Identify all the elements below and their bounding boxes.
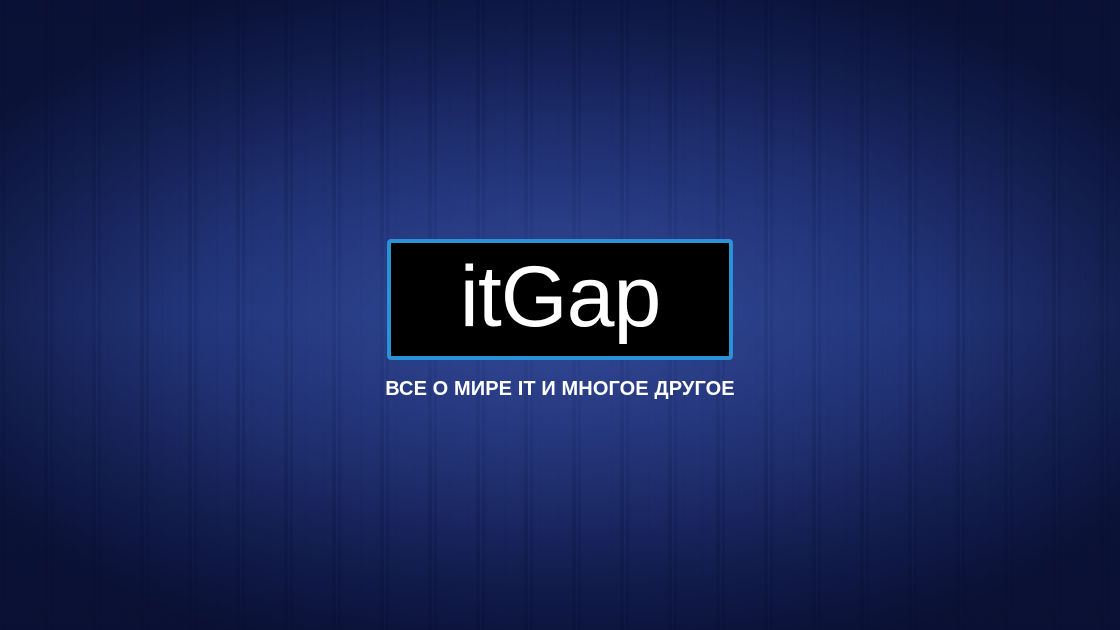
logo-text: itGap	[459, 249, 662, 345]
logo-box: itGap	[387, 239, 733, 360]
tagline: ВСЕ О МИРЕ IT И МНОГОЕ ДРУГОЕ	[385, 378, 735, 400]
